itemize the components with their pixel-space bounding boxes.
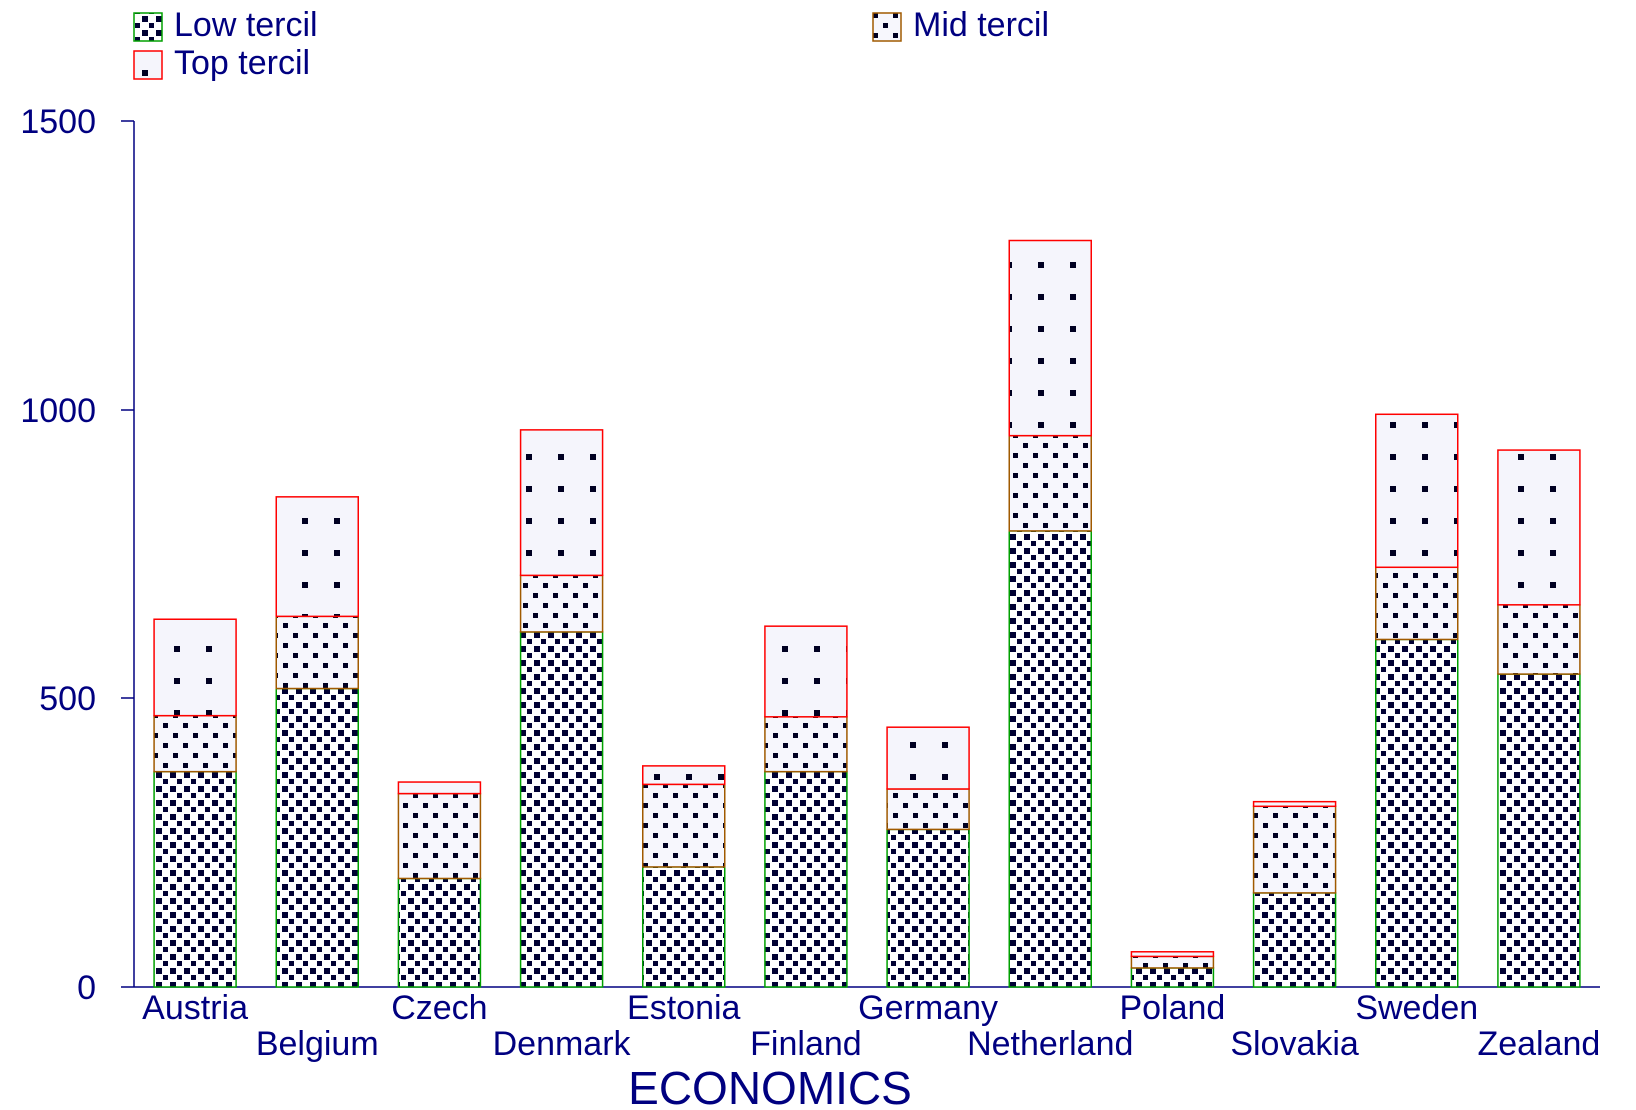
- x-tick-label-slovakia: Slovakia: [1230, 1025, 1359, 1063]
- bar-denmark-mid-tercil: [519, 574, 604, 633]
- legend-label-mid-tercil: Mid tercil: [913, 6, 1049, 44]
- legend-label-top-tercil: Top tercil: [174, 44, 310, 82]
- x-tick-label-poland: Poland: [1119, 989, 1225, 1027]
- bar-netherland-mid-tercil: [1008, 434, 1092, 532]
- x-tick-label-austria: Austria: [142, 989, 248, 1027]
- y-tick-label-0: 0: [77, 969, 96, 1007]
- y-axis: 0 500 1000 1500: [20, 103, 135, 1007]
- x-tick-label-estonia: Estonia: [627, 989, 740, 1027]
- x-axis-title: ECONOMICS: [628, 1062, 912, 1110]
- x-tick-label-denmark: Denmark: [493, 1025, 632, 1063]
- bar-estonia-top-tercil: [642, 765, 726, 786]
- bar-finland-low-tercil: [764, 770, 848, 988]
- bar-netherland-low-tercil: [1008, 530, 1092, 988]
- legend-swatch-top-tercil: [133, 50, 163, 80]
- legend-swatch-low-tercil: [133, 12, 163, 42]
- bar-czech-low-tercil: [397, 877, 482, 988]
- x-tick-label-belgium: Belgium: [256, 1025, 379, 1063]
- y-tick-label-500: 500: [39, 680, 96, 718]
- bar-slovakia-low-tercil: [1252, 892, 1337, 988]
- bar-belgium-low-tercil: [275, 687, 359, 988]
- bar-germany-top-tercil: [886, 726, 970, 790]
- bar-belgium-top-tercil: [275, 496, 359, 618]
- legend-swatch-mid-tercil: [872, 12, 902, 42]
- bar-zealand-mid-tercil: [1497, 604, 1581, 675]
- bar-austria-top-tercil: [153, 618, 237, 717]
- bar-poland-mid-tercil: [1130, 955, 1215, 969]
- x-tick-label-finland: Finland: [750, 1025, 862, 1063]
- bar-finland-mid-tercil: [764, 716, 848, 773]
- bar-poland-top-tercil: [1130, 951, 1215, 958]
- bar-finland-top-tercil: [764, 625, 848, 718]
- bar-zealand-top-tercil: [1497, 449, 1581, 606]
- bar-belgium-mid-tercil: [275, 615, 359, 690]
- bar-slovakia-top-tercil: [1252, 800, 1337, 808]
- bar-netherland-top-tercil: [1008, 239, 1092, 437]
- bar-germany-mid-tercil: [886, 788, 970, 831]
- bar-estonia-mid-tercil: [642, 783, 726, 868]
- bar-austria-mid-tercil: [153, 714, 237, 773]
- bar-sweden-top-tercil: [1375, 413, 1459, 569]
- x-tick-label-germany: Germany: [858, 989, 998, 1027]
- x-tick-label-netherland: Netherland: [967, 1025, 1133, 1063]
- bar-zealand-low-tercil: [1497, 673, 1581, 988]
- y-tick-label-1000: 1000: [20, 392, 96, 430]
- bar-czech-mid-tercil: [397, 792, 482, 880]
- bar-slovakia-mid-tercil: [1252, 805, 1337, 894]
- x-tick-label-czech: Czech: [391, 989, 487, 1027]
- legend-label-low-tercil: Low tercil: [174, 6, 318, 44]
- x-tick-label-zealand: Zealand: [1477, 1025, 1600, 1063]
- bar-czech-top-tercil: [397, 781, 482, 795]
- bar-poland-low-tercil: [1130, 967, 1215, 988]
- bar-estonia-low-tercil: [642, 866, 726, 988]
- y-tick-label-1500: 1500: [20, 103, 96, 141]
- bars-group: [153, 239, 1581, 988]
- bar-denmark-top-tercil: [519, 429, 604, 577]
- bar-sweden-mid-tercil: [1375, 566, 1459, 641]
- bar-denmark-low-tercil: [519, 631, 604, 988]
- bar-sweden-low-tercil: [1375, 638, 1459, 988]
- bar-germany-low-tercil: [886, 828, 970, 988]
- legend: Low tercil Mid tercil Top tercil: [133, 6, 1049, 82]
- bar-austria-low-tercil: [153, 770, 237, 988]
- x-tick-label-sweden: Sweden: [1355, 989, 1478, 1027]
